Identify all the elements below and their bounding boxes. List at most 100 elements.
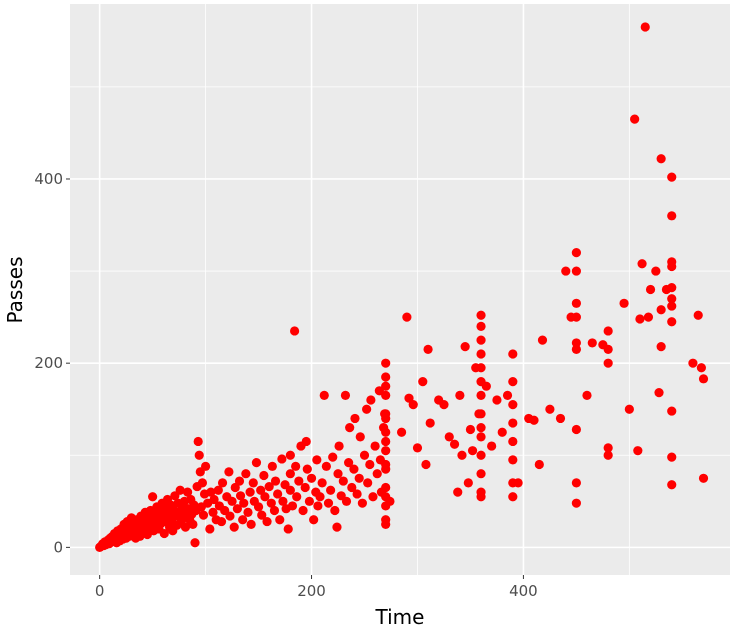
data-point <box>194 450 204 460</box>
data-point <box>381 413 391 424</box>
data-point <box>667 452 677 462</box>
data-point <box>508 349 518 359</box>
data-point <box>235 491 246 501</box>
data-point <box>460 342 470 352</box>
data-point <box>698 374 709 384</box>
data-point <box>667 283 677 293</box>
data-point <box>476 363 486 373</box>
data-point <box>319 390 329 401</box>
data-point <box>270 476 281 486</box>
data-point <box>555 413 566 424</box>
data-point <box>239 498 249 508</box>
data-point <box>418 376 428 387</box>
data-point <box>508 492 518 502</box>
data-point <box>321 461 331 471</box>
data-point <box>260 492 270 502</box>
x-tick-label: 0 <box>95 582 105 600</box>
data-point <box>227 496 237 506</box>
data-point <box>289 326 300 336</box>
data-point <box>630 114 640 124</box>
data-point <box>315 492 325 502</box>
data-point <box>455 390 465 401</box>
data-point <box>229 522 239 532</box>
data-point <box>357 498 367 508</box>
data-point <box>444 432 454 442</box>
data-point <box>326 485 336 495</box>
data-point <box>285 469 295 479</box>
data-point <box>667 406 677 416</box>
data-point <box>190 538 200 548</box>
x-axis-title: Time <box>375 605 425 629</box>
data-point <box>347 482 357 493</box>
data-point <box>213 485 223 495</box>
data-point <box>476 487 486 497</box>
data-point <box>412 443 423 453</box>
data-point <box>277 454 287 464</box>
data-point <box>317 478 327 488</box>
data-point <box>619 298 629 308</box>
data-point <box>635 314 645 324</box>
data-point <box>345 423 355 433</box>
data-point <box>476 390 486 401</box>
data-point <box>354 473 364 483</box>
data-point <box>534 459 544 470</box>
data-point <box>688 358 698 368</box>
data-point <box>508 400 518 410</box>
data-point <box>328 452 338 462</box>
data-point <box>571 266 581 276</box>
data-point <box>309 515 319 525</box>
x-tick-label: 400 <box>509 582 538 600</box>
data-point <box>476 450 486 460</box>
data-point <box>340 390 351 401</box>
data-point <box>363 478 373 488</box>
data-point <box>275 515 285 525</box>
data-point <box>257 510 267 520</box>
data-point <box>334 441 344 451</box>
data-point <box>338 476 348 486</box>
data-point <box>508 436 518 447</box>
data-point <box>269 505 280 516</box>
data-point <box>243 507 253 517</box>
data-point <box>208 507 218 517</box>
data-point <box>508 376 518 387</box>
data-point <box>571 338 581 348</box>
data-point <box>332 522 342 532</box>
data-point <box>667 172 677 182</box>
data-point <box>571 312 581 322</box>
data-point <box>537 335 548 345</box>
data-points <box>95 22 709 552</box>
data-point <box>201 461 211 471</box>
data-point <box>209 494 219 505</box>
data-point <box>224 467 234 477</box>
data-point <box>333 469 343 479</box>
data-point <box>603 344 613 354</box>
data-point <box>159 528 169 539</box>
data-point <box>396 427 407 437</box>
data-point <box>667 317 677 327</box>
data-point <box>366 395 376 405</box>
data-point <box>197 478 208 488</box>
data-point <box>497 427 507 437</box>
data-point <box>656 342 666 352</box>
data-point <box>238 515 248 525</box>
data-point <box>259 470 269 481</box>
data-point <box>248 478 258 488</box>
data-point <box>656 305 666 315</box>
data-point <box>643 312 654 322</box>
data-point <box>487 441 497 451</box>
data-point <box>476 423 486 433</box>
data-point <box>180 522 191 532</box>
data-point <box>381 515 391 525</box>
data-point <box>667 480 677 490</box>
data-point <box>294 476 304 486</box>
data-point <box>465 424 476 435</box>
data-point <box>571 498 581 508</box>
y-axis-ticks: 0 200 400 <box>34 170 70 556</box>
data-point <box>359 450 370 460</box>
data-point <box>292 492 302 502</box>
data-point <box>330 505 340 516</box>
data-point <box>425 418 435 428</box>
data-point <box>545 404 555 414</box>
data-point <box>188 519 198 529</box>
data-point <box>217 478 228 488</box>
